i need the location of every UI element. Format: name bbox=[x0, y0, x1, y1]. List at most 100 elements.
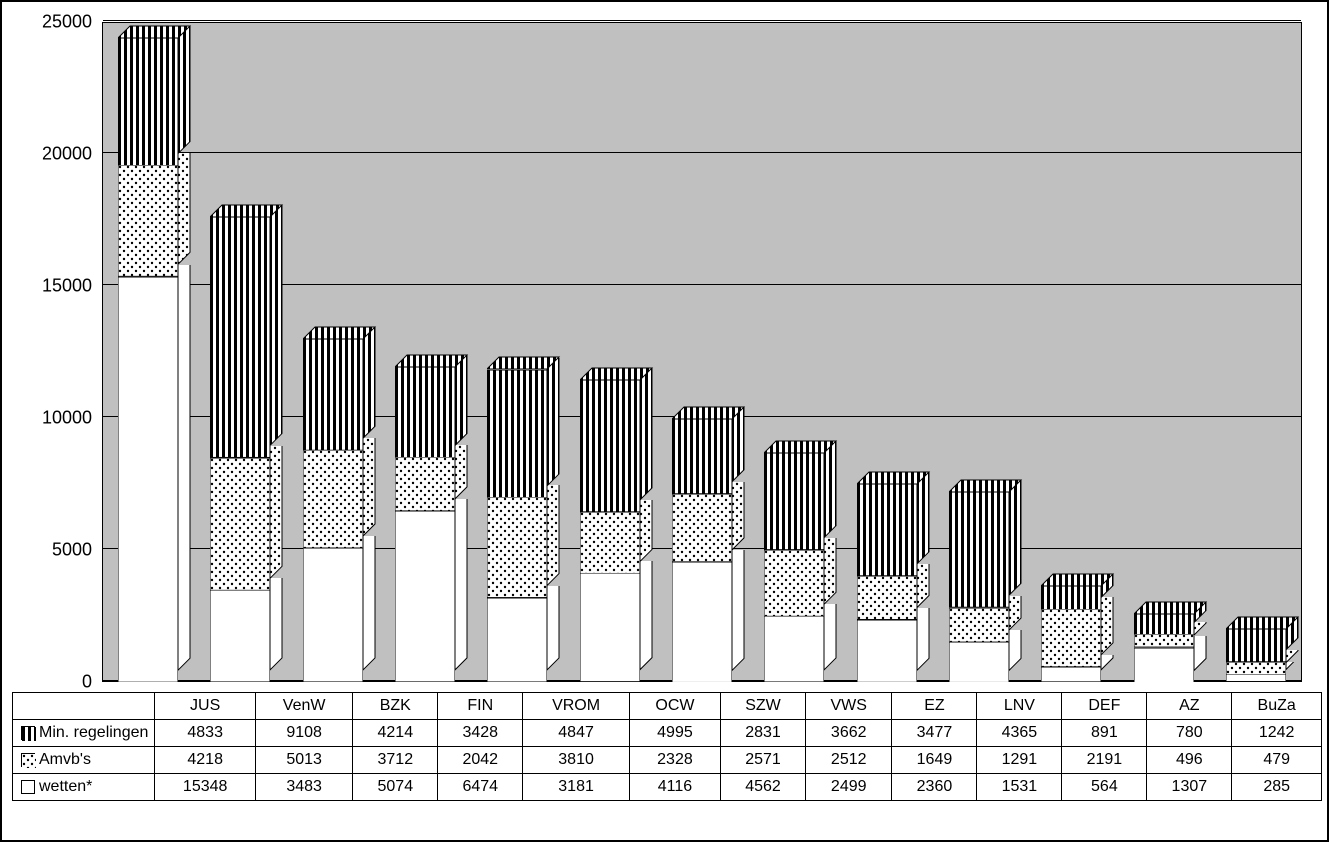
bar-segment bbox=[395, 367, 455, 457]
bar-segment bbox=[672, 419, 732, 494]
category-label: DEF bbox=[1062, 693, 1147, 720]
bar-top bbox=[580, 367, 654, 381]
bars-area bbox=[102, 22, 1302, 682]
bar-side bbox=[454, 499, 468, 682]
bar-segment bbox=[118, 38, 178, 166]
bar-segment bbox=[764, 550, 824, 616]
bar-side bbox=[731, 550, 745, 682]
dots-icon bbox=[21, 753, 35, 767]
bar-side bbox=[362, 536, 376, 682]
y-tick-label: 25000 bbox=[42, 12, 92, 33]
y-tick-label: 0 bbox=[82, 672, 92, 693]
data-cell: 15348 bbox=[155, 774, 256, 801]
data-cell: 496 bbox=[1147, 747, 1232, 774]
data-cell: 2042 bbox=[438, 747, 523, 774]
bar-segment bbox=[118, 277, 178, 682]
data-cell: 3483 bbox=[255, 774, 352, 801]
data-cell: 4562 bbox=[721, 774, 806, 801]
data-cell: 2499 bbox=[805, 774, 891, 801]
bar-segment bbox=[580, 380, 640, 512]
data-cell: 285 bbox=[1232, 774, 1322, 801]
data-cell: 5074 bbox=[353, 774, 438, 801]
category-label: OCW bbox=[629, 693, 720, 720]
bar-segment bbox=[764, 453, 824, 550]
bar-side bbox=[362, 438, 376, 548]
bar-side bbox=[269, 578, 283, 682]
bar-side bbox=[362, 327, 376, 450]
bar-top bbox=[118, 25, 192, 39]
data-cell: 3477 bbox=[892, 720, 977, 747]
bar-segment bbox=[1226, 662, 1286, 675]
data-table: JUSVenWBZKFINVROMOCWSZWVWSEZLNVDEFAZBuZa… bbox=[12, 692, 1322, 801]
data-cell: 3662 bbox=[805, 720, 891, 747]
series-label-min-regelingen: Min. regelingen bbox=[13, 720, 155, 747]
bar-segment bbox=[580, 573, 640, 682]
data-cell: 4116 bbox=[629, 774, 720, 801]
table-row: Min. regelingen 483391084214342848474995… bbox=[13, 720, 1322, 747]
data-cell: 2191 bbox=[1062, 747, 1147, 774]
data-cell: 2328 bbox=[629, 747, 720, 774]
bar-segment bbox=[118, 165, 178, 276]
bar-top bbox=[1134, 601, 1208, 615]
y-tick-label: 15000 bbox=[42, 276, 92, 297]
data-cell: 3712 bbox=[353, 747, 438, 774]
data-cell: 1531 bbox=[977, 774, 1062, 801]
data-cell: 3428 bbox=[438, 720, 523, 747]
data-cell: 4833 bbox=[155, 720, 256, 747]
data-cell: 2571 bbox=[721, 747, 806, 774]
bar-segment bbox=[949, 608, 1009, 642]
category-label: VROM bbox=[523, 693, 630, 720]
bar-segment bbox=[303, 450, 363, 548]
bar-side bbox=[177, 153, 191, 276]
bar-top bbox=[764, 440, 838, 454]
data-cell: 2512 bbox=[805, 747, 891, 774]
bar-top bbox=[210, 204, 284, 218]
bar-side bbox=[546, 586, 560, 682]
category-label: FIN bbox=[438, 693, 523, 720]
data-cell: 1242 bbox=[1232, 720, 1322, 747]
bar-segment bbox=[1226, 629, 1286, 662]
bar-segment bbox=[949, 642, 1009, 682]
data-cell: 3181 bbox=[523, 774, 630, 801]
bar-segment bbox=[580, 512, 640, 573]
data-cell: 780 bbox=[1147, 720, 1232, 747]
bar-segment bbox=[672, 494, 732, 562]
bar-side bbox=[639, 561, 653, 682]
data-cell: 5013 bbox=[255, 747, 352, 774]
category-label: BuZa bbox=[1232, 693, 1322, 720]
bar-side bbox=[177, 26, 191, 166]
bar-top bbox=[1226, 616, 1300, 630]
table-row: wetten* 15348348350746474318141164562249… bbox=[13, 774, 1322, 801]
bar-top bbox=[857, 471, 931, 485]
bar-segment bbox=[1134, 648, 1194, 683]
data-cell: 1291 bbox=[977, 747, 1062, 774]
bar-segment bbox=[303, 548, 363, 682]
bar-top bbox=[487, 356, 561, 370]
data-cell: 9108 bbox=[255, 720, 352, 747]
bar-segment bbox=[1134, 634, 1194, 647]
y-tick-label: 5000 bbox=[52, 540, 92, 561]
category-label: VenW bbox=[255, 693, 352, 720]
series-name: wetten* bbox=[39, 778, 92, 795]
bar-side bbox=[823, 441, 837, 550]
bar-segment bbox=[764, 616, 824, 682]
bar-top bbox=[303, 326, 377, 340]
data-cell: 4365 bbox=[977, 720, 1062, 747]
bar-top bbox=[1041, 573, 1115, 587]
category-label: JUS bbox=[155, 693, 256, 720]
data-cell: 2360 bbox=[892, 774, 977, 801]
bar-segment bbox=[1134, 614, 1194, 635]
bar-side bbox=[546, 485, 560, 598]
bar-side bbox=[454, 355, 468, 457]
y-tick-label: 20000 bbox=[42, 144, 92, 165]
series-label-amvbs: Amvb's bbox=[13, 747, 155, 774]
bar-segment bbox=[210, 217, 270, 457]
bar-side bbox=[731, 407, 745, 494]
bar-segment bbox=[210, 590, 270, 682]
vertical-stripes-icon bbox=[21, 726, 35, 740]
chart-container: 0500010000150002000025000 JUSVenWBZKFINV… bbox=[0, 0, 1329, 842]
bar-side bbox=[269, 205, 283, 457]
table-row: Amvb's 421850133712204238102328257125121… bbox=[13, 747, 1322, 774]
data-cell: 6474 bbox=[438, 774, 523, 801]
bar-segment bbox=[395, 457, 455, 511]
